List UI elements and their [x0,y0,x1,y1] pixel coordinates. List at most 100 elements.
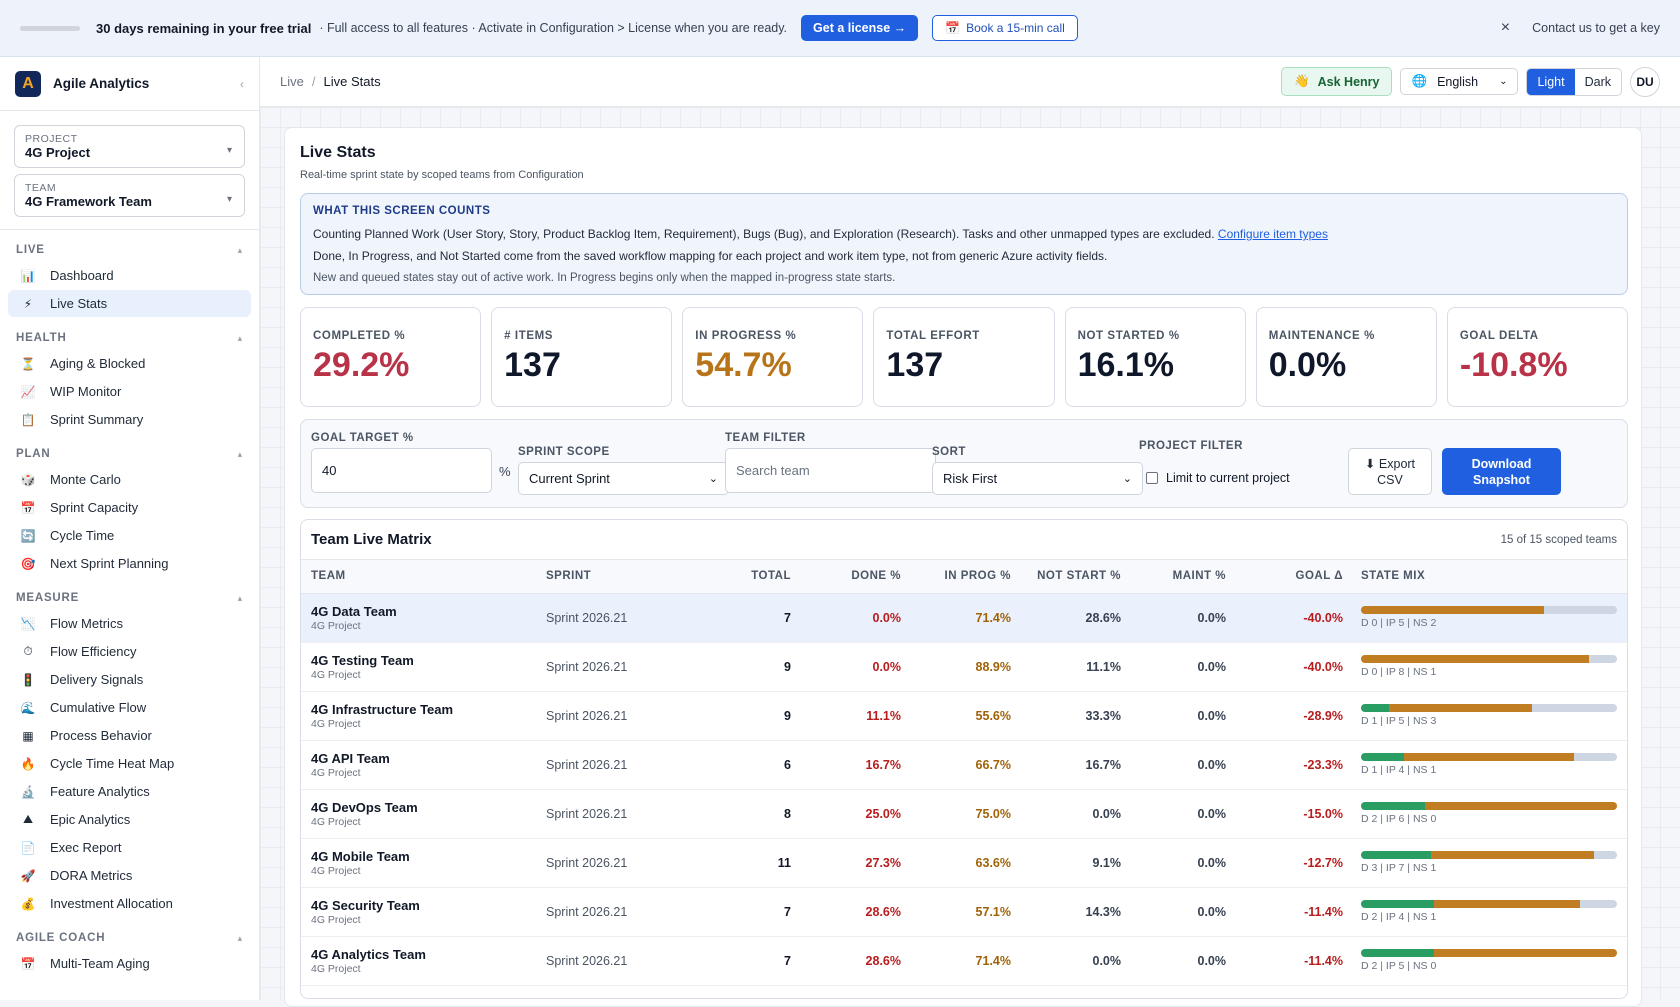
team-name[interactable]: 4G Infrastructure Team [311,701,454,717]
table-row[interactable]: 4G Mobile Team 4G Project Sprint 2026.21 11… [301,838,1627,888]
sidebar-item-flow-efficiency[interactable]: ⏱ Flow Efficiency [8,638,251,665]
team-name[interactable]: 4G Analytics Team [311,946,426,962]
sidebar-item-cycle-time[interactable]: 🔄 Cycle Time [8,522,251,549]
team-search-input[interactable]: Search team [725,448,936,493]
language-select[interactable]: 🌐 English ⌄ [1400,68,1519,95]
column-header[interactable]: GOAL Δ [1226,560,1361,594]
column-header[interactable]: TEAM [301,560,546,594]
in-progress-pct: 55.6% [975,708,1011,723]
table-row[interactable]: 4G Security Team 4G Project Sprint 2026.21… [301,887,1627,937]
nav-section-header[interactable]: AGILE COACH ▴ [8,918,251,950]
table-row[interactable]: 4G Data Team 4G Project Sprint 2026.21 7 0.0… [301,593,1627,643]
team-selector[interactable]: TEAM 4G Framework Team ▾ [14,174,245,217]
goal-delta: -40.0% [1303,659,1343,674]
in-progress-segment [1403,753,1575,761]
table-row[interactable]: 4G API Team 4G Project Sprint 2026.21 6 16.7… [301,740,1627,790]
sidebar-item-live-stats[interactable]: ⚡ Live Stats [8,290,251,317]
ask-henry-button[interactable]: 👋 Ask Henry [1281,67,1393,96]
sidebar-item-cycle-time-heat-map[interactable]: 🔥 Cycle Time Heat Map [8,750,251,777]
sidebar-item-monte-carlo[interactable]: 🎲 Monte Carlo [8,466,251,493]
table-row[interactable]: 4G Infrastructure Team 4G Project Sprint 2… [301,691,1627,741]
team-name[interactable]: 4G Data Team [311,603,397,619]
trial-description: · Full access to all features · Activate… [319,21,788,35]
sidebar-item-label: Aging & Blocked [50,356,146,371]
chevron-up-icon: ▴ [237,932,243,943]
live-stats-icon: ⚡ [23,296,33,311]
goal-delta-cell: -11.4% [1226,936,1361,986]
nav-section-header[interactable]: LIVE ▴ [8,230,251,262]
book-call-button[interactable]: 📅 Book a 15-min call [932,15,1078,41]
team-name[interactable]: 4G API Team [311,750,390,766]
nav-section-header[interactable]: MEASURE ▴ [8,578,251,610]
column-header[interactable]: SPRINT [546,560,701,594]
sidebar-item-aging-blocked[interactable]: ⏳ Aging & Blocked [8,350,251,377]
sidebar-item-epic-analytics[interactable]: ⛰ Epic Analytics [8,806,251,833]
goal-unit: % [499,464,511,479]
sidebar-item-dashboard[interactable]: 📊 Dashboard [8,262,251,289]
app-name: Agile Analytics [53,76,150,91]
get-license-button[interactable]: Get a license → [801,15,919,41]
contact-link[interactable]: Contact us to get a key [1532,21,1660,35]
export-csv-button[interactable]: ⬇ Export CSV [1348,448,1432,495]
sprint-scope-select[interactable]: Current Sprint ⌄ [518,462,729,495]
team-name[interactable]: 4G Testing Team [311,652,414,668]
sprint-name-cell: Sprint 2026.21 [546,593,701,643]
configure-item-types-link[interactable]: Configure item types [1217,227,1328,241]
sidebar-item-flow-metrics[interactable]: 📉 Flow Metrics [8,610,251,637]
sidebar-item-dora-metrics[interactable]: 🚀 DORA Metrics [8,862,251,889]
column-header[interactable]: STATE MIX [1361,560,1627,594]
project-filter-label: PROJECT FILTER [1139,440,1243,452]
done-pct: 16.7% [865,757,901,772]
nav-section-header[interactable]: PLAN ▴ [8,434,251,466]
team-name[interactable]: 4G Platform Team [311,996,546,999]
table-row[interactable]: 4G Analytics Team 4G Project Sprint 2026.2… [301,936,1627,986]
column-header[interactable]: TOTAL [701,560,791,594]
maint-pct: 0.0% [1197,659,1227,674]
goal-target-input[interactable]: 40 [311,448,492,493]
sidebar-item-wip-monitor[interactable]: 📈 WIP Monitor [8,378,251,405]
sidebar-item-sprint-summary[interactable]: 📋 Sprint Summary [8,406,251,433]
project-selector[interactable]: PROJECT 4G Project ▾ [14,125,245,168]
chevron-up-icon: ▴ [237,448,243,459]
sidebar-item-investment-allocation[interactable]: 💰 Investment Allocation [8,890,251,917]
column-header[interactable]: MAINT % [1121,560,1226,594]
column-header[interactable]: IN PROG % [901,560,1011,594]
team-name[interactable]: 4G Mobile Team [311,848,410,864]
avatar[interactable]: DU [1630,66,1660,97]
total-value-cell: 7 [701,936,791,986]
sidebar-item-label: Cycle Time Heat Map [50,756,175,771]
theme-light-button[interactable]: Light [1527,68,1575,95]
sort-select[interactable]: Risk First ⌄ [932,462,1143,495]
sidebar-item-exec-report[interactable]: 📄 Exec Report [8,834,251,861]
total-value: 9 [784,708,791,723]
sidebar-item-cumulative-flow[interactable]: 🌊 Cumulative Flow [8,694,251,721]
sidebar-item-next-sprint-planning[interactable]: 🎯 Next Sprint Planning [8,550,251,577]
table-row[interactable]: 4G DevOps Team 4G Project Sprint 2026.21 8 2… [301,789,1627,839]
sidebar-item-feature-analytics[interactable]: 🔬 Feature Analytics [8,778,251,805]
team-name[interactable]: 4G Security Team [311,897,420,913]
checkbox[interactable] [1146,472,1158,484]
sidebar-item-sprint-capacity[interactable]: 📅 Sprint Capacity [8,494,251,521]
column-header[interactable]: DONE % [791,560,901,594]
sidebar-item-process-behavior[interactable]: ▦ Process Behavior [8,722,251,749]
theme-dark-button[interactable]: Dark [1584,74,1611,89]
limit-project-checkbox[interactable]: Limit to current project [1146,471,1290,485]
download-snapshot-button[interactable]: Download Snapshot [1442,448,1561,495]
column-header[interactable]: NOT START % [1011,560,1121,594]
collapse-sidebar-icon[interactable]: ‹ [240,76,244,91]
done-segment [1361,802,1425,810]
sprint-name-cell: Sprint 2026.21 [546,985,701,998]
nav-section-header[interactable]: HEALTH ▴ [8,318,251,350]
close-icon[interactable]: × [1500,19,1511,36]
in-progress-pct: 88.9% [975,659,1011,674]
maint-pct: 0.0% [1197,708,1227,723]
sidebar-item-multi-team-aging[interactable]: 📅 Multi-Team Aging [8,950,251,977]
team-name[interactable]: 4G DevOps Team [311,799,418,815]
sidebar-item-delivery-signals[interactable]: 🚦 Delivery Signals [8,666,251,693]
breadcrumb-parent[interactable]: Live [280,74,304,89]
calendar-icon: 📅 [945,21,961,35]
aging-blocked-icon: ⏳ [20,356,36,371]
total-value: 6 [784,757,791,772]
table-row[interactable]: 4G Testing Team 4G Project Sprint 2026.21 9… [301,642,1627,692]
